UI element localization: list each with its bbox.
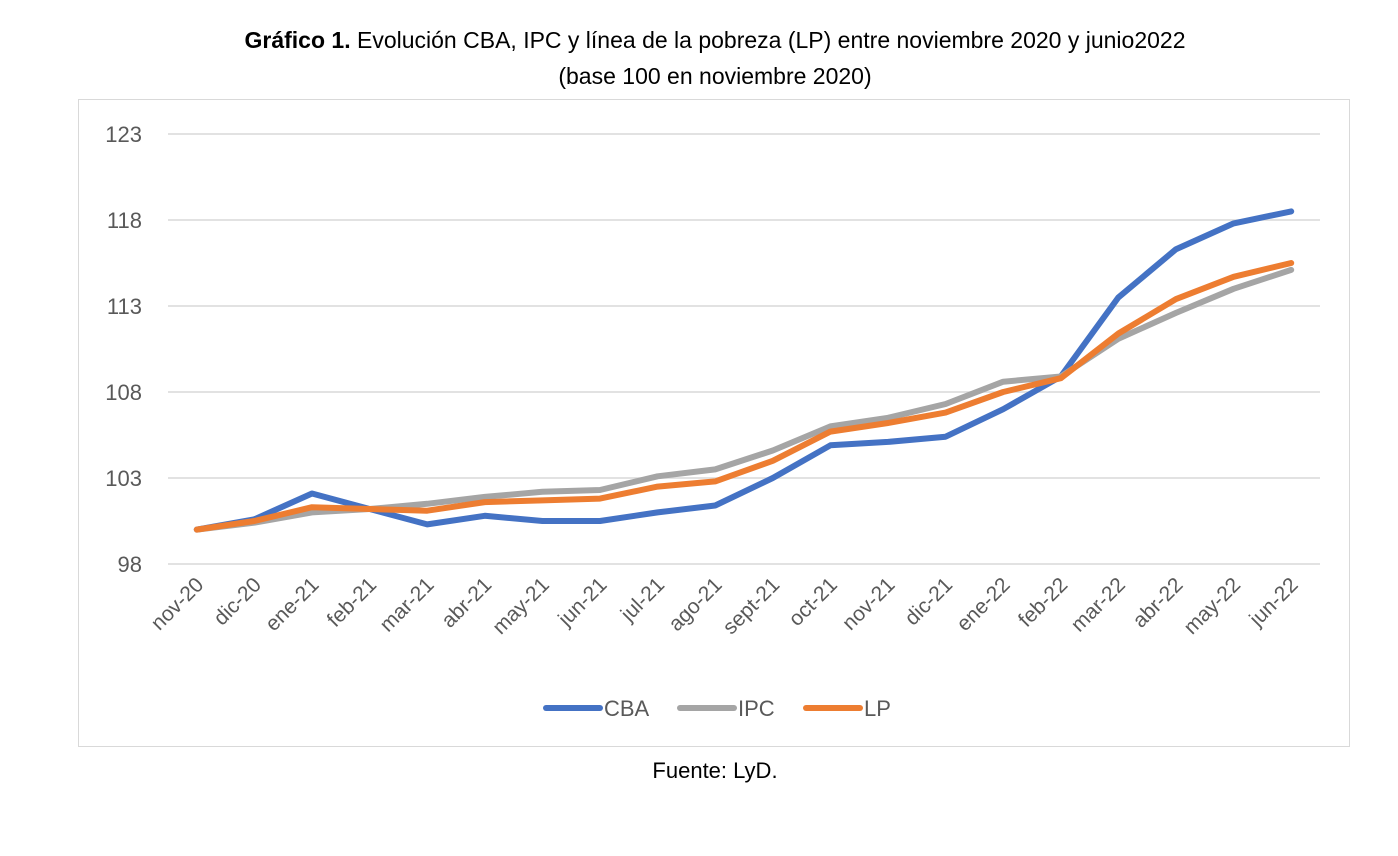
title-bold-prefix: Gráfico 1. [244, 27, 351, 53]
y-tick-label: 98 [118, 552, 142, 577]
x-tick-label: jun-21 [553, 573, 611, 631]
source-note: Fuente: LyD. [652, 758, 778, 783]
legend: CBA IPC LP [543, 696, 891, 721]
x-tick-label: jul-21 [616, 573, 669, 626]
x-tick-label: ene-21 [261, 573, 324, 636]
title-line-1: Gráfico 1. Evolución CBA, IPC y línea de… [0, 22, 1398, 58]
x-tick-label: ago-21 [664, 573, 727, 636]
x-tick-label: mar-21 [375, 573, 438, 636]
y-tick-label: 113 [107, 294, 142, 319]
y-tick-label: 103 [105, 466, 142, 491]
title-line-2: (base 100 en noviembre 2020) [558, 63, 872, 89]
legend-label: LP [864, 696, 891, 721]
y-axis-ticks: 98 103 108 113 118 123 [105, 122, 142, 577]
x-tick-label: nov-21 [838, 573, 900, 635]
x-tick-label: nov-20 [147, 573, 209, 635]
x-tick-label: abr-21 [437, 573, 496, 632]
x-tick-label: mar-22 [1067, 573, 1130, 636]
legend-item-ipc: IPC [677, 696, 775, 721]
y-tick-label: 108 [105, 380, 142, 405]
x-tick-label: may-22 [1179, 573, 1245, 639]
legend-item-cba: CBA [543, 696, 650, 721]
title-text: Evolución CBA, IPC y línea de la pobreza… [350, 27, 1186, 53]
chart-title: Gráfico 1. Evolución CBA, IPC y línea de… [0, 22, 1398, 94]
x-tick-label: ene-22 [952, 573, 1015, 636]
x-tick-label: feb-22 [1014, 573, 1072, 631]
x-tick-label: feb-21 [323, 573, 381, 631]
x-tick-label: may-21 [488, 573, 554, 639]
x-tick-label: oct-21 [784, 573, 842, 631]
legend-label: CBA [604, 696, 650, 721]
y-tick-label: 123 [105, 122, 142, 147]
gridlines [168, 133, 1320, 565]
x-tick-label: sept-21 [719, 573, 785, 639]
series-line-cba [193, 208, 1295, 533]
x-tick-label: jun-22 [1244, 573, 1302, 631]
x-tick-label: abr-22 [1128, 573, 1187, 632]
series-lines [193, 208, 1295, 533]
chart-area [78, 99, 1350, 747]
y-tick-label: 118 [107, 208, 142, 233]
x-tick-label: dic-21 [900, 573, 957, 630]
legend-label: IPC [738, 696, 775, 721]
series-line-lp [193, 260, 1295, 533]
x-tick-label: dic-20 [209, 573, 266, 630]
legend-item-lp: LP [803, 696, 891, 721]
